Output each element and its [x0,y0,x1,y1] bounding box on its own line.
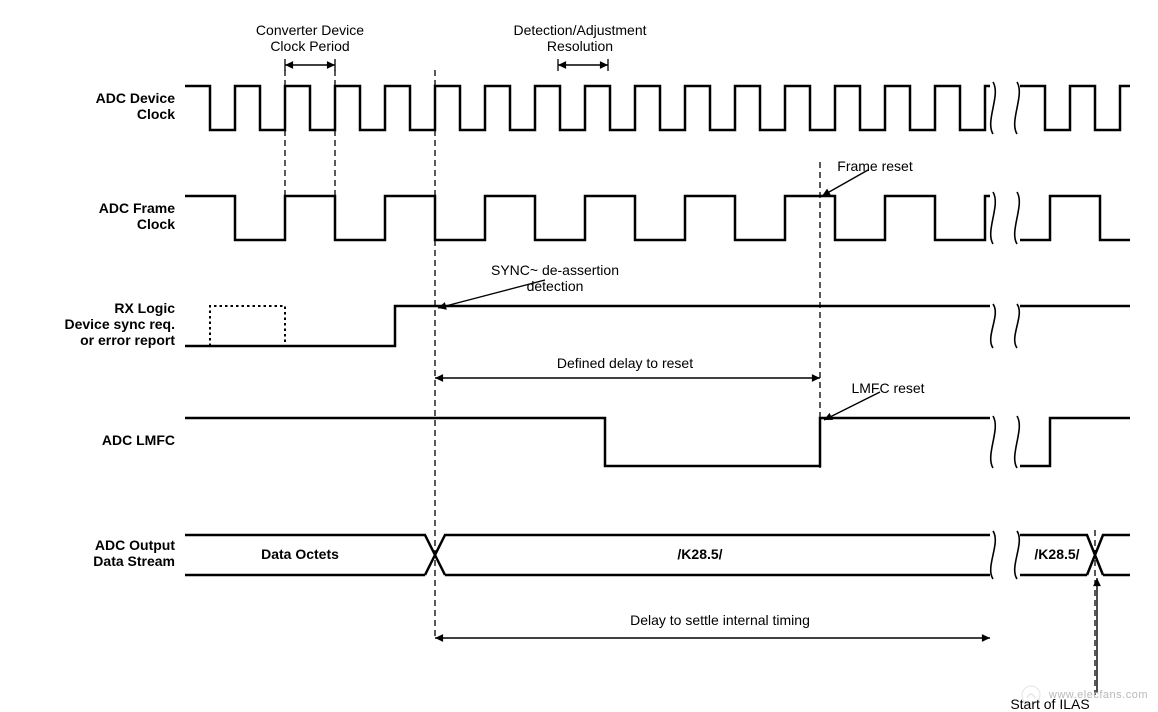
annotation-delay_settle: Delay to settle internal timing [570,612,870,628]
row-label-rx_logic: RX LogicDevice sync req.or error report [0,300,175,348]
row-label-adc_frame_clk: ADC FrameClock [0,200,175,232]
data-lane-label: Data Octets [230,546,370,562]
row-label-adc_lmfc: ADC LMFC [0,432,175,448]
annotation-defined_delay: Defined delay to reset [515,355,735,371]
annotation-lmfc_reset: LMFC reset [828,380,948,396]
row-label-adc_output: ADC OutputData Stream [0,537,175,569]
annotation-sync_deassert: SYNC~ de-assertiondetection [455,262,655,294]
timing-diagram: { "canvas": { "width": 1158, "height": 7… [0,0,1158,711]
data-lane-label: /K28.5/ [630,546,770,562]
annotation-start_ilas: Start of ILAS [970,696,1130,712]
annotation-conv_dev_period: Converter DeviceClock Period [235,22,385,54]
row-label-adc_device_clk: ADC DeviceClock [0,90,175,122]
annotation-detect_res: Detection/AdjustmentResolution [485,22,675,54]
annotation-frame_reset: Frame reset [815,158,935,174]
data-lane-label: /K28.5/ [987,546,1127,562]
